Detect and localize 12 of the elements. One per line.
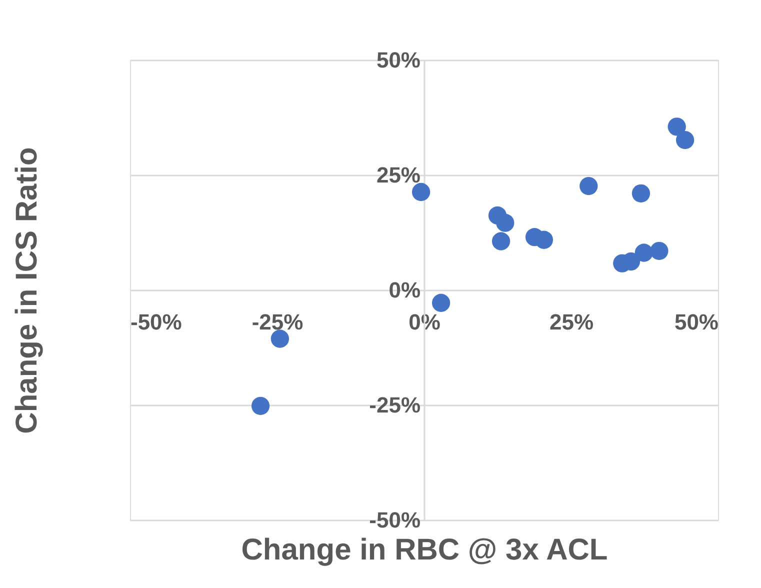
x-tick-label: 50% xyxy=(674,310,718,334)
y-axis-title: Change in ICS Ratio xyxy=(10,147,44,434)
x-tick-label: -25% xyxy=(252,310,304,334)
y-tick-label: 0% xyxy=(388,278,420,302)
x-axis-title: Change in RBC @ 3x ACL xyxy=(241,534,608,566)
x-tick-label: 25% xyxy=(549,310,594,334)
x-tick-label: -50% xyxy=(130,310,182,334)
x-tick-label: 0% xyxy=(408,310,440,334)
y-tick-label: 50% xyxy=(376,48,420,72)
y-tick-label: -25% xyxy=(369,392,420,418)
y-tick-label: 25% xyxy=(376,162,420,188)
y-tick-label: -50% xyxy=(369,508,420,532)
